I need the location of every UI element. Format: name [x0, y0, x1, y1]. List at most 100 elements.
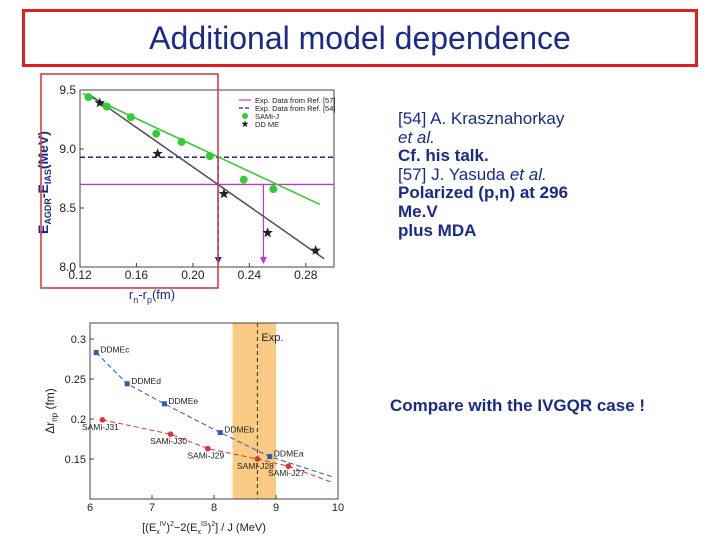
x-axis-label-part: x — [197, 529, 201, 536]
reference-text: Polarized (p,n) at 296 — [398, 183, 569, 203]
reference-line: Me.V — [398, 201, 628, 222]
data-point-samij — [152, 129, 161, 138]
x-tick-label: 7 — [149, 502, 155, 514]
reference-line: [54] A. Krasznahorkay — [398, 109, 628, 129]
y-axis-label: Δrnp (fm) — [43, 388, 59, 434]
plot-frame — [79, 89, 335, 268]
x-axis-label-part: −2(E — [174, 522, 198, 534]
y-tick-label: 0.15 — [65, 454, 86, 466]
x-axis-label: rn-rp(fm) — [129, 287, 175, 305]
x-axis-label-part: 2 — [170, 521, 174, 528]
legend-label: Exp. Data from Ref. [57] — [255, 96, 335, 105]
y-axis-label-part: (fm) — [43, 388, 57, 413]
data-point-sami — [167, 431, 174, 437]
reference-line: Polarized (p,n) at 296 — [398, 184, 628, 203]
y-axis-label-part: (MeV) — [36, 131, 51, 169]
reference-notes: [54] A. Krasznahorkay et al. Cf. his talk.… — [398, 109, 628, 241]
x-axis-label-part: ) — [208, 522, 212, 534]
y-tick-label: 0.25 — [65, 374, 86, 386]
chart-agdr-vs-skin: 0.12 0.16 0.20 0.24 0.28 8.0 8.5 9.0 9.5 EAGDR-EI… — [36, 73, 335, 305]
reference-text: [54] A. Krasznahorkay — [398, 109, 565, 128]
exp-band — [232, 323, 276, 499]
x-axis-label-part: ) — [166, 522, 170, 534]
data-point-sami — [254, 456, 261, 462]
fit-line — [90, 95, 325, 260]
data-point-samij — [177, 137, 186, 146]
legend-label: SAMi-J — [255, 112, 279, 121]
reference-text: Me.V — [398, 201, 438, 221]
series-trend-line — [102, 419, 332, 483]
compare-note: Compare with the IVGQR case ! — [390, 396, 646, 415]
data-point-sami — [285, 463, 292, 469]
slide-title: Additional model dependence — [149, 19, 571, 56]
x-tick-label: 0.12 — [68, 268, 92, 282]
data-point-ddme — [94, 97, 105, 108]
data-point-samij — [269, 185, 278, 194]
y-tick-label: 9.5 — [59, 83, 76, 97]
highlight-frame — [40, 73, 219, 289]
x-tick-label: 0.24 — [238, 268, 262, 282]
data-point-sami — [99, 417, 106, 423]
y-tick-label: 0.3 — [71, 334, 86, 346]
x-tick-label: 8 — [211, 502, 217, 514]
slide-title-box: Additional model dependence — [22, 9, 698, 67]
data-point-ddme — [218, 188, 230, 199]
data-point-ddme — [217, 430, 223, 436]
y-tick-label: 0.2 — [71, 414, 86, 426]
series-trend-line — [95, 352, 332, 478]
reference-arrow — [259, 257, 267, 264]
x-axis-label: [(ExIV)2−2(ExIS)2] / J (MeV) — [142, 521, 266, 536]
x-tick-label: 0.20 — [181, 268, 205, 282]
x-axis-label-part: [(E — [142, 522, 156, 534]
x-axis-label-part: 2 — [211, 521, 215, 528]
reference-line: plus MDA — [398, 220, 628, 241]
point-label: SAMi-J27 — [268, 468, 305, 478]
data-point-samij — [126, 113, 135, 122]
legend-label: DD ME — [255, 120, 279, 129]
reference-text: [57] J. Yasuda — [398, 164, 510, 184]
x-tick-label: 0.28 — [294, 268, 318, 282]
x-axis-label-part: r — [129, 287, 134, 302]
x-axis-label-part: p — [147, 295, 152, 305]
point-label: DDMEe — [168, 396, 198, 406]
legend-swatch — [242, 113, 248, 119]
data-point-ddme — [124, 381, 130, 387]
y-axis-label-part: IAS — [43, 169, 53, 184]
legend-swatch — [241, 120, 249, 128]
legend-label: Exp. Data from Ref. [54] — [255, 104, 335, 113]
reference-text: plus MDA — [398, 220, 477, 240]
reference-line: et al. — [398, 127, 628, 148]
exp-label: Exp. — [261, 332, 283, 344]
data-point-ddme — [310, 245, 321, 255]
point-label: DDMEb — [224, 425, 254, 435]
reference-text: Cf. his talk. — [398, 146, 489, 166]
data-point-ddme — [267, 454, 273, 460]
y-axis-label-part: Δr — [43, 422, 57, 434]
y-tick-label: 9.0 — [59, 142, 76, 156]
x-tick-label: 0.16 — [125, 268, 149, 282]
reference-line: [57] J. Yasuda et al. — [398, 164, 628, 185]
data-point-ddme — [161, 401, 167, 407]
reference-line: Cf. his talk. — [398, 146, 628, 166]
point-label: DDMEd — [131, 376, 161, 386]
fit-line — [82, 92, 321, 206]
y-tick-label: 8.0 — [59, 260, 76, 274]
data-point-samij — [102, 102, 111, 111]
point-label: SAMi-J30 — [150, 436, 187, 446]
data-point-samij — [239, 175, 248, 184]
reference-italic: et al. — [509, 164, 547, 184]
x-tick-label: 6 — [87, 502, 93, 514]
data-point-ddme — [152, 148, 163, 159]
y-axis-label: EAGDR-EIAS(MeV) — [36, 131, 53, 234]
data-point-ddme — [93, 350, 99, 356]
y-tick-label: 8.5 — [59, 201, 76, 215]
point-label: SAMi-J28 — [237, 461, 274, 471]
point-label: DDMEa — [274, 449, 304, 459]
point-label: SAMi-J29 — [187, 451, 224, 461]
data-point-ddme — [262, 227, 273, 238]
x-tick-label: 10 — [332, 502, 344, 514]
reference-italic: et al. — [398, 127, 435, 147]
x-axis-label-part: IV — [160, 521, 167, 528]
y-axis-label-part: E — [36, 225, 51, 234]
